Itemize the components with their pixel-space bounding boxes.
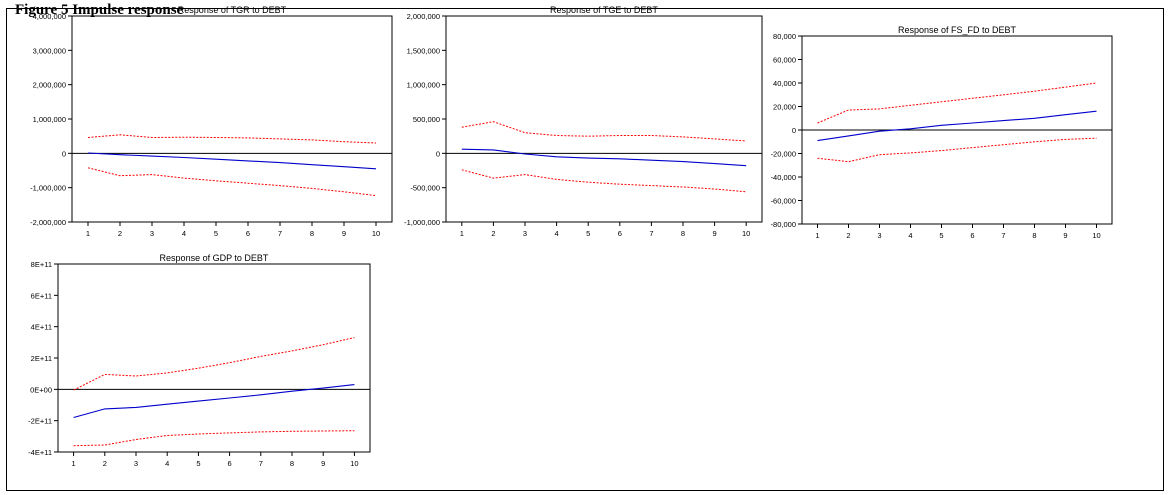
x-tick-label: 6	[618, 229, 622, 238]
x-tick-label: 8	[310, 229, 314, 238]
y-tick-label: -40,000	[771, 173, 796, 182]
y-tick-label: -2E+11	[28, 417, 52, 426]
y-tick-label: 0	[792, 126, 796, 135]
x-tick-label: 8	[1032, 231, 1036, 240]
x-tick-label: 6	[228, 459, 232, 468]
y-tick-label: 0	[436, 149, 440, 158]
confidence-band-lower	[461, 169, 747, 193]
confidence-band-lower	[73, 430, 355, 447]
y-tick-label: 500,000	[413, 115, 440, 124]
y-tick-label: 60,000	[773, 56, 796, 65]
chart-title: Response of FS_FD to DEBT	[898, 25, 1017, 35]
confidence-band-upper	[817, 82, 1097, 124]
x-tick-label: 10	[372, 229, 380, 238]
y-tick-label: 4,000,000	[33, 12, 66, 21]
x-tick-label: 6	[246, 229, 250, 238]
confidence-band-lower	[87, 167, 377, 197]
x-tick-label: 9	[713, 229, 717, 238]
y-tick-label: 2,000,000	[33, 81, 66, 90]
y-tick-label: 1,000,000	[33, 115, 66, 124]
y-tick-label: 3,000,000	[33, 46, 66, 55]
x-tick-label: 7	[649, 229, 653, 238]
plot-area	[71, 15, 393, 223]
y-tick-label: 8E+11	[31, 260, 52, 269]
x-tick-label: 2	[491, 229, 495, 238]
y-tick-label: 80,000	[773, 32, 796, 41]
x-tick-label: 5	[586, 229, 590, 238]
y-tick-label: -1,000,000	[404, 218, 440, 227]
y-tick-label: -20,000	[771, 150, 796, 159]
x-tick-label: 1	[815, 231, 819, 240]
response-line	[73, 384, 355, 419]
x-tick-label: 8	[681, 229, 685, 238]
plot-area	[445, 15, 763, 223]
y-tick-label: 0E+00	[30, 385, 52, 394]
y-tick-label: 6E+11	[31, 291, 52, 300]
y-tick-label: -500,000	[410, 184, 440, 193]
x-tick-label: 10	[742, 229, 750, 238]
x-tick-label: 8	[290, 459, 294, 468]
response-line	[817, 110, 1097, 142]
y-tick-label: -2,000,000	[30, 218, 66, 227]
x-tick-label: 1	[460, 229, 464, 238]
x-tick-label: 2	[846, 231, 850, 240]
response-line	[87, 152, 377, 170]
x-tick-label: 7	[259, 459, 263, 468]
x-tick-label: 9	[342, 229, 346, 238]
y-tick-label: 1,000,000	[407, 81, 440, 90]
x-tick-label: 9	[1063, 231, 1067, 240]
y-tick-label: -60,000	[771, 197, 796, 206]
plot-area	[57, 263, 371, 453]
x-tick-label: 4	[165, 459, 169, 468]
y-tick-label: -4E+11	[28, 448, 52, 457]
chart-panel: Response of TGR to DEBT -2,000,000 -1,000,…	[30, 5, 393, 238]
x-tick-label: 10	[1092, 231, 1100, 240]
y-tick-label: 2,000,000	[407, 12, 440, 21]
x-tick-label: 7	[1001, 231, 1005, 240]
figure-frame: Figure 5 Impulse response	[6, 3, 1164, 491]
confidence-band-upper	[461, 121, 747, 142]
x-tick-label: 3	[877, 231, 881, 240]
x-tick-label: 4	[908, 231, 912, 240]
chart-panel: Response of TGE to DEBT -1,000,000 -500,00…	[404, 5, 763, 238]
y-tick-label: -80,000	[771, 220, 796, 229]
chart-title: Response of TGR to DEBT	[178, 5, 287, 15]
response-line	[461, 148, 747, 167]
y-tick-label: 0	[62, 149, 66, 158]
chart-panel: Response of FS_FD to DEBT -80,000 -60,000 -…	[771, 25, 1113, 240]
x-tick-label: 3	[523, 229, 527, 238]
confidence-band-lower	[817, 137, 1097, 163]
y-tick-label: 40,000	[773, 79, 796, 88]
x-tick-label: 2	[103, 459, 107, 468]
confidence-band-upper	[87, 134, 377, 144]
chart-title: Response of GDP to DEBT	[160, 253, 269, 263]
x-tick-label: 4	[555, 229, 559, 238]
chart-panel: Response of GDP to DEBT -4E+11 -2E+11 0E+00…	[28, 253, 371, 468]
x-tick-label: 5	[214, 229, 218, 238]
x-tick-label: 10	[350, 459, 358, 468]
y-tick-label: 20,000	[773, 103, 796, 112]
y-tick-label: 2E+11	[31, 354, 52, 363]
x-tick-label: 1	[72, 459, 76, 468]
chart-title: Response of TGE to DEBT	[550, 5, 658, 15]
figure-title: Figure 5 Impulse response	[15, 3, 184, 17]
x-tick-label: 6	[970, 231, 974, 240]
x-tick-label: 4	[182, 229, 186, 238]
x-tick-label: 5	[196, 459, 200, 468]
x-tick-label: 7	[278, 229, 282, 238]
x-tick-label: 9	[321, 459, 325, 468]
x-tick-label: 3	[134, 459, 138, 468]
y-tick-label: 4E+11	[31, 323, 52, 332]
x-tick-label: 3	[150, 229, 154, 238]
x-tick-label: 1	[86, 229, 90, 238]
x-tick-label: 5	[939, 231, 943, 240]
x-tick-label: 2	[118, 229, 122, 238]
confidence-band-upper	[73, 337, 355, 391]
y-tick-label: -1,000,000	[30, 184, 66, 193]
y-tick-label: 1,500,000	[407, 46, 440, 55]
